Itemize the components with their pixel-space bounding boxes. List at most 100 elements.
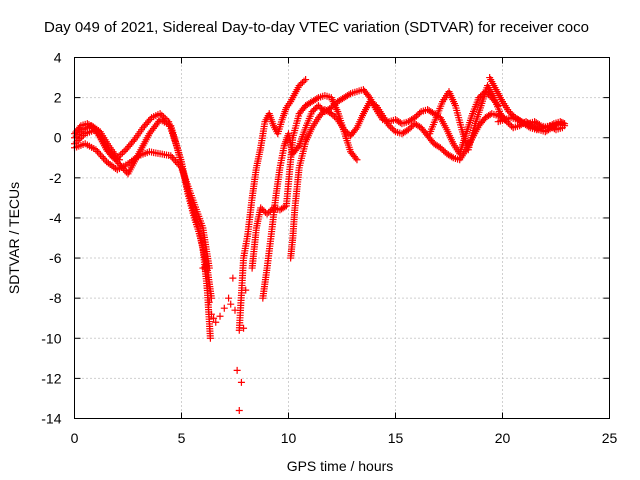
data-point bbox=[173, 159, 181, 167]
series-track-8 bbox=[287, 98, 509, 262]
data-point bbox=[227, 300, 235, 308]
data-point bbox=[411, 114, 419, 122]
chart-title: Day 049 of 2021, Sidereal Day-to-day VTE… bbox=[44, 19, 589, 36]
data-point bbox=[242, 286, 250, 294]
data-point bbox=[525, 123, 533, 131]
data-point bbox=[220, 304, 228, 312]
data-point bbox=[365, 92, 373, 100]
data-point bbox=[436, 144, 444, 152]
data-point bbox=[406, 124, 414, 132]
data-point bbox=[331, 101, 339, 109]
data-point bbox=[233, 366, 241, 374]
data-point bbox=[96, 151, 104, 159]
y-tick-label: -12 bbox=[41, 370, 61, 386]
x-axis-ticks: 0 5 10 15 20 25 bbox=[71, 57, 617, 446]
series-track-4 bbox=[71, 120, 123, 164]
data-point bbox=[101, 156, 109, 164]
data-point bbox=[298, 79, 306, 87]
y-tick-label: -6 bbox=[49, 250, 62, 266]
data-point bbox=[115, 160, 123, 168]
data-point bbox=[414, 111, 422, 119]
data-point bbox=[156, 110, 164, 118]
data-point bbox=[342, 127, 350, 135]
data-point bbox=[329, 102, 337, 110]
data-point bbox=[295, 82, 303, 90]
data-point bbox=[235, 406, 243, 414]
data-point bbox=[475, 94, 483, 102]
data-point bbox=[505, 108, 513, 116]
data-point bbox=[174, 160, 182, 168]
series-track-11 bbox=[494, 114, 566, 134]
data-point bbox=[168, 153, 176, 161]
data-point bbox=[216, 312, 224, 320]
data-point bbox=[561, 120, 569, 128]
data-point bbox=[93, 147, 101, 155]
plot-frame bbox=[74, 57, 610, 419]
data-point bbox=[559, 119, 567, 127]
data-point bbox=[146, 115, 154, 123]
data-point bbox=[340, 126, 348, 134]
data-point bbox=[440, 147, 448, 155]
data-point bbox=[257, 204, 265, 212]
data-point bbox=[314, 102, 322, 110]
data-point bbox=[385, 122, 393, 130]
data-point bbox=[327, 110, 335, 118]
series-scatter-outliers bbox=[199, 264, 250, 414]
data-series bbox=[71, 74, 569, 414]
data-point bbox=[120, 147, 128, 155]
data-point bbox=[229, 274, 237, 282]
data-point bbox=[294, 143, 302, 151]
y-tick-label: -10 bbox=[41, 330, 61, 346]
data-point bbox=[95, 149, 103, 157]
data-point bbox=[416, 109, 424, 117]
data-point bbox=[313, 95, 321, 103]
data-point bbox=[388, 125, 396, 133]
data-point bbox=[115, 156, 123, 164]
data-point bbox=[310, 106, 318, 114]
y-tick-label: -2 bbox=[49, 170, 62, 186]
data-point bbox=[258, 205, 266, 213]
y-tick-label: -14 bbox=[41, 411, 61, 427]
data-point bbox=[225, 294, 233, 302]
data-point bbox=[448, 153, 456, 161]
data-point bbox=[329, 111, 337, 119]
y-tick-label: -4 bbox=[49, 210, 62, 226]
data-point bbox=[390, 126, 398, 134]
data-point bbox=[308, 108, 316, 116]
data-point bbox=[266, 207, 274, 215]
data-point bbox=[558, 124, 566, 132]
data-point bbox=[412, 112, 420, 120]
data-point bbox=[199, 264, 207, 272]
x-tick-label: 15 bbox=[388, 430, 404, 446]
data-point bbox=[353, 156, 361, 164]
data-point bbox=[332, 114, 340, 122]
data-point bbox=[331, 113, 339, 121]
data-point bbox=[92, 146, 100, 154]
data-point bbox=[508, 122, 516, 130]
series-track-3 bbox=[71, 140, 213, 272]
data-point bbox=[205, 298, 213, 306]
data-point bbox=[311, 105, 319, 113]
data-point bbox=[302, 76, 310, 84]
data-point bbox=[408, 123, 416, 131]
x-tick-label: 20 bbox=[495, 430, 511, 446]
data-point bbox=[316, 103, 324, 111]
data-point bbox=[240, 324, 248, 332]
data-point bbox=[300, 77, 308, 85]
series-track-5 bbox=[235, 76, 310, 334]
y-tick-label: 0 bbox=[54, 130, 62, 146]
x-tick-label: 5 bbox=[178, 430, 186, 446]
data-point bbox=[438, 145, 446, 153]
data-point bbox=[203, 284, 211, 292]
data-point bbox=[237, 378, 245, 386]
data-point bbox=[212, 318, 220, 326]
y-tick-label: 4 bbox=[54, 50, 62, 66]
data-point bbox=[345, 91, 353, 99]
data-point bbox=[508, 111, 516, 119]
data-point bbox=[387, 123, 395, 131]
data-point bbox=[207, 310, 215, 318]
data-point bbox=[231, 306, 239, 314]
data-point bbox=[297, 80, 305, 88]
y-axis-label: SDTVAR / TECUs bbox=[6, 182, 22, 294]
